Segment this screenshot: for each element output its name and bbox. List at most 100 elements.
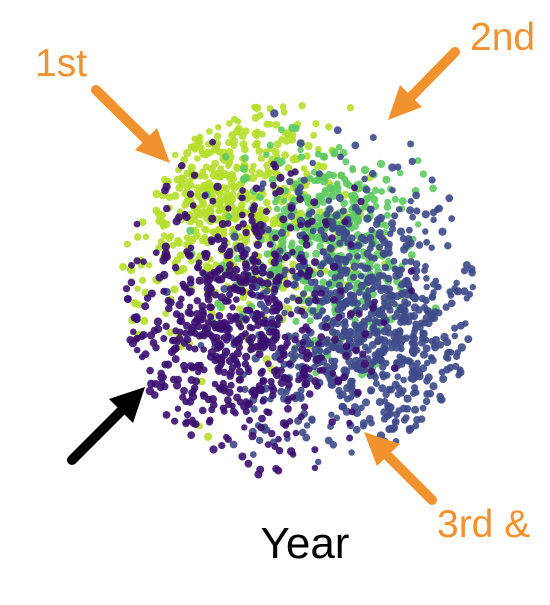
data-point [437, 395, 446, 404]
data-point [233, 127, 242, 136]
data-point [348, 449, 355, 456]
data-point [364, 297, 372, 306]
data-point [311, 296, 320, 305]
data-point [176, 328, 184, 336]
data-point [374, 215, 382, 224]
data-point [294, 296, 303, 305]
data-point [330, 262, 339, 271]
data-point [451, 285, 459, 292]
data-point [328, 418, 337, 426]
data-point [281, 151, 289, 160]
data-point [164, 360, 173, 369]
data-point [423, 238, 430, 246]
data-point [186, 226, 195, 235]
data-point [162, 310, 169, 318]
data-point [428, 292, 437, 301]
data-point [234, 118, 242, 125]
data-point [133, 334, 141, 342]
data-point [197, 377, 206, 386]
data-point [350, 273, 357, 281]
data-point [256, 277, 264, 285]
data-point [336, 143, 343, 151]
data-point [206, 128, 213, 135]
data-point [392, 272, 401, 280]
data-point [436, 341, 445, 349]
data-point [233, 164, 241, 172]
data-point [202, 249, 211, 259]
data-point [159, 256, 168, 265]
data-point [271, 443, 279, 450]
data-point [196, 133, 204, 141]
data-point [350, 262, 359, 271]
data-point [289, 260, 297, 268]
data-point [297, 307, 306, 315]
data-point [300, 290, 307, 298]
data-point [140, 258, 147, 266]
data-point [254, 470, 263, 479]
data-point [359, 350, 367, 358]
data-point [380, 408, 389, 417]
data-point [272, 234, 279, 242]
data-point [403, 276, 411, 285]
data-point [167, 232, 175, 240]
data-point [281, 309, 288, 317]
data-point [146, 366, 154, 375]
data-point [430, 341, 438, 349]
data-point [412, 422, 420, 430]
data-point [275, 446, 284, 455]
data-point [435, 204, 443, 213]
data-point [361, 303, 369, 311]
data-point [231, 215, 239, 223]
data-point [152, 249, 160, 256]
data-point [248, 432, 257, 441]
data-point [391, 265, 399, 273]
data-point [334, 377, 343, 386]
data-point [225, 212, 233, 221]
data-point [191, 135, 198, 143]
data-point [279, 419, 288, 428]
annotation-2nd: 2nd [470, 16, 536, 59]
data-point [407, 251, 416, 259]
data-point [224, 330, 231, 337]
data-point [360, 422, 367, 430]
data-point [206, 416, 214, 424]
data-point [288, 123, 297, 132]
data-point [348, 408, 356, 416]
data-point [160, 335, 168, 342]
data-point [240, 250, 249, 259]
series-3 [122, 138, 415, 479]
data-point [207, 313, 215, 321]
data-point [308, 208, 316, 216]
data-point [462, 261, 471, 269]
data-point [248, 212, 255, 219]
data-point [215, 199, 224, 207]
data-point [413, 346, 421, 354]
data-point [276, 187, 284, 195]
data-point [329, 369, 337, 377]
data-point [145, 386, 155, 396]
data-point [400, 376, 407, 384]
data-point [183, 169, 191, 177]
data-point [250, 405, 258, 413]
data-point [193, 297, 201, 305]
data-point [283, 279, 292, 288]
data-point [200, 346, 207, 353]
data-point [289, 131, 297, 139]
data-point [430, 314, 439, 322]
data-point [313, 161, 322, 170]
data-point [175, 183, 184, 192]
data-point [175, 213, 183, 222]
data-point [383, 203, 392, 211]
data-point [179, 264, 188, 274]
data-point [386, 403, 395, 412]
data-point [153, 317, 163, 326]
data-point [341, 175, 348, 183]
data-point [187, 287, 195, 296]
data-point [287, 311, 295, 318]
data-point [339, 207, 347, 215]
data-point [460, 287, 469, 296]
data-point [171, 345, 180, 353]
data-point [331, 357, 339, 365]
